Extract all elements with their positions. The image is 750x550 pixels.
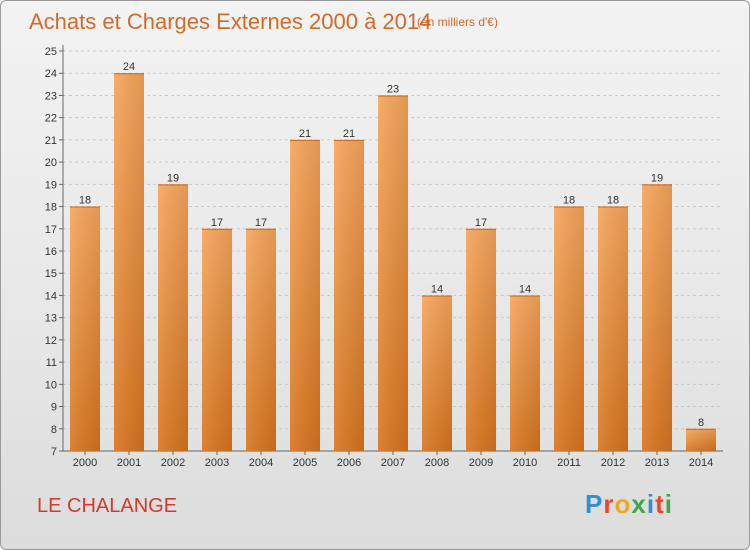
- x-tick-label: 2005: [293, 457, 317, 469]
- y-tick-label: 21: [45, 135, 57, 147]
- data-label: 14: [519, 283, 531, 295]
- chart-subtitle: (en milliers d'€): [417, 15, 498, 29]
- data-label: 21: [343, 128, 355, 140]
- y-tick-label: 24: [45, 68, 57, 80]
- y-tick-label: 23: [45, 90, 57, 102]
- bar-shade: [642, 184, 672, 452]
- bar-shade: [554, 206, 584, 451]
- bar-shade: [510, 295, 540, 451]
- x-tick-label: 2009: [469, 457, 493, 469]
- y-tick-label: 11: [46, 357, 57, 369]
- bar-shade: [422, 295, 452, 451]
- data-label: 14: [431, 283, 443, 295]
- bars: [70, 73, 716, 452]
- y-tick-label: 13: [45, 313, 57, 325]
- logo-letter: i: [646, 489, 656, 519]
- data-label: 17: [255, 217, 267, 229]
- data-label: 17: [475, 217, 487, 229]
- x-tick-label: 2011: [557, 457, 581, 469]
- x-tick-label: 2003: [205, 457, 229, 469]
- x-tick-label: 2004: [249, 457, 273, 469]
- y-tick-label: 18: [45, 202, 57, 214]
- x-tick-label: 2002: [161, 457, 185, 469]
- logo-letter: t: [655, 489, 665, 519]
- logo-letter: x: [631, 489, 647, 519]
- logo-letter: P: [585, 489, 604, 519]
- y-tick-label: 19: [45, 179, 57, 191]
- y-tick-label: 25: [45, 46, 57, 58]
- logo-letter: i: [664, 489, 673, 519]
- y-tick-label: 17: [45, 224, 57, 236]
- y-tick-label: 20: [45, 157, 57, 169]
- x-tick-label: 2000: [73, 457, 97, 469]
- bar-shade: [466, 228, 496, 451]
- data-label: 17: [211, 217, 223, 229]
- x-tick-label: 2014: [689, 457, 713, 469]
- place-name: LE CHALANGE: [37, 495, 178, 517]
- chart-title: Achats et Charges Externes 2000 à 2014: [29, 9, 432, 34]
- data-label: 18: [79, 195, 91, 207]
- y-tick-label: 10: [45, 379, 57, 391]
- logo-letter: r: [603, 489, 615, 519]
- x-tick-label: 2006: [337, 457, 361, 469]
- x-tick-label: 2001: [117, 457, 141, 469]
- data-label: 24: [123, 61, 135, 73]
- data-label: 19: [167, 172, 179, 184]
- bar-shade: [290, 139, 320, 451]
- bar-shade: [246, 228, 276, 451]
- data-label: 8: [698, 417, 704, 429]
- y-tick-label: 16: [45, 246, 57, 258]
- labels: 18 24 19 17 17 21 21 23 14 17 14 18 18 19 8: [79, 61, 704, 429]
- data-label: 18: [607, 195, 619, 207]
- data-label: 19: [651, 172, 663, 184]
- bar-shade: [378, 95, 408, 451]
- y-tick-label: 22: [45, 113, 57, 125]
- y-tick-label: 8: [51, 424, 57, 436]
- proxiti-logo: Proxiti: [585, 489, 673, 520]
- data-label: 23: [387, 83, 399, 95]
- x-tick-label: 2012: [601, 457, 625, 469]
- bar-shade: [334, 139, 364, 451]
- bar-shade: [202, 228, 232, 451]
- bar-shade: [70, 206, 100, 451]
- x-tick-label: 2007: [381, 457, 405, 469]
- bar-shade: [158, 184, 188, 452]
- x-tick-label: 2013: [645, 457, 669, 469]
- bar-shade: [598, 206, 628, 451]
- y-tick-label: 7: [51, 446, 57, 458]
- x-tick-label: 2010: [513, 457, 537, 469]
- x-tick-label: 2008: [425, 457, 449, 469]
- y-tick-label: 15: [45, 268, 57, 280]
- logo-letter: o: [614, 489, 632, 519]
- data-label: 18: [563, 195, 575, 207]
- bar-shade: [686, 428, 716, 451]
- y-tick-label: 12: [45, 335, 57, 347]
- data-label: 21: [299, 128, 311, 140]
- y-tick-label: 9: [51, 402, 57, 414]
- y-tick-label: 14: [45, 290, 57, 302]
- bar-shade: [114, 73, 144, 451]
